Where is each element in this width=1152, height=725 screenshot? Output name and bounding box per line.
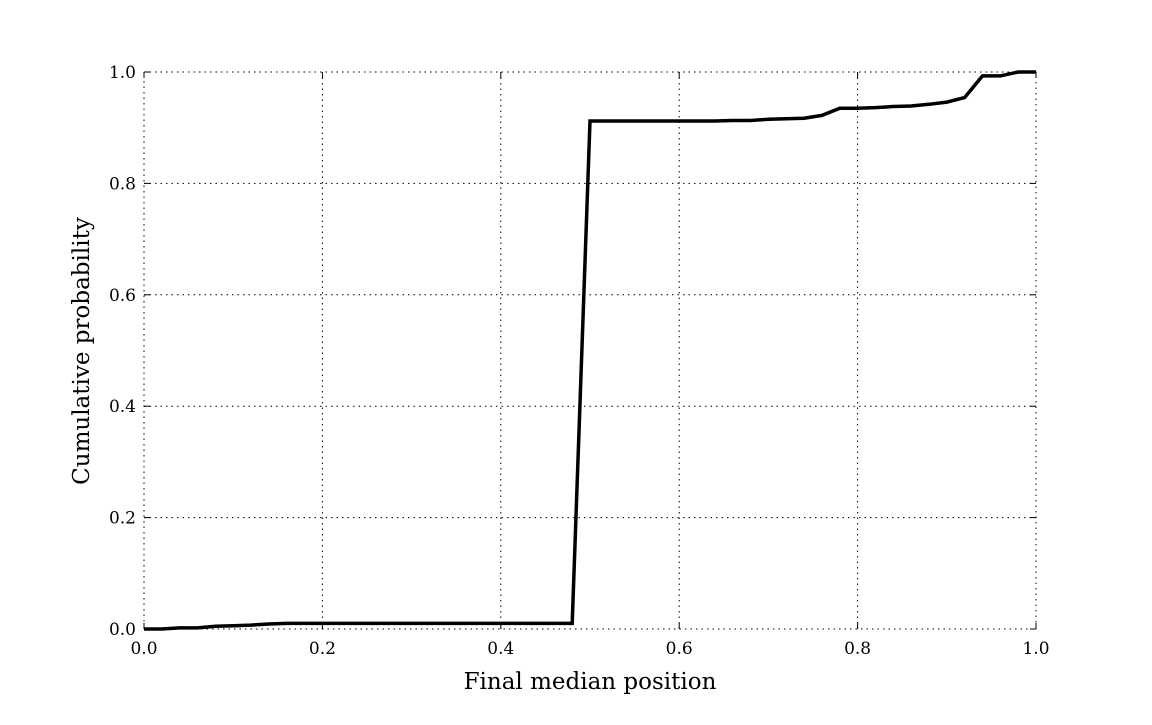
y-tick-label: 0.0 bbox=[109, 620, 136, 640]
x-tick-label: 0.4 bbox=[487, 639, 514, 659]
y-tick-label: 0.2 bbox=[109, 509, 136, 529]
x-tick-label: 0.6 bbox=[666, 639, 693, 659]
y-tick-label: 1.0 bbox=[109, 63, 136, 83]
data-series bbox=[144, 70, 1036, 631]
y-tick-label: 0.4 bbox=[109, 397, 136, 417]
plot-area-frame bbox=[143, 71, 1037, 630]
cdf-series-line bbox=[144, 70, 1036, 631]
axis-ticks: 0.0 0.2 0.4 0.6 0.8 1.0 0.0 0.2 0.4 0.6 0.8 1.0 bbox=[109, 63, 1050, 659]
grid-lines bbox=[144, 72, 1036, 629]
plot-frame bbox=[143, 71, 1037, 630]
x-tick-label: 0.8 bbox=[844, 639, 871, 659]
x-tick-label: 0.2 bbox=[309, 639, 336, 659]
y-axis-label: Cumulative probability bbox=[69, 217, 95, 485]
y-tick-label: 0.8 bbox=[109, 174, 136, 194]
x-tick-label: 0.0 bbox=[130, 639, 157, 659]
x-tick-label: 1.0 bbox=[1022, 639, 1049, 659]
x-axis-label: Final median position bbox=[464, 669, 717, 695]
y-tick-label: 0.6 bbox=[109, 286, 136, 306]
axis-labels: Final median position Cumulative probabi… bbox=[69, 217, 717, 695]
